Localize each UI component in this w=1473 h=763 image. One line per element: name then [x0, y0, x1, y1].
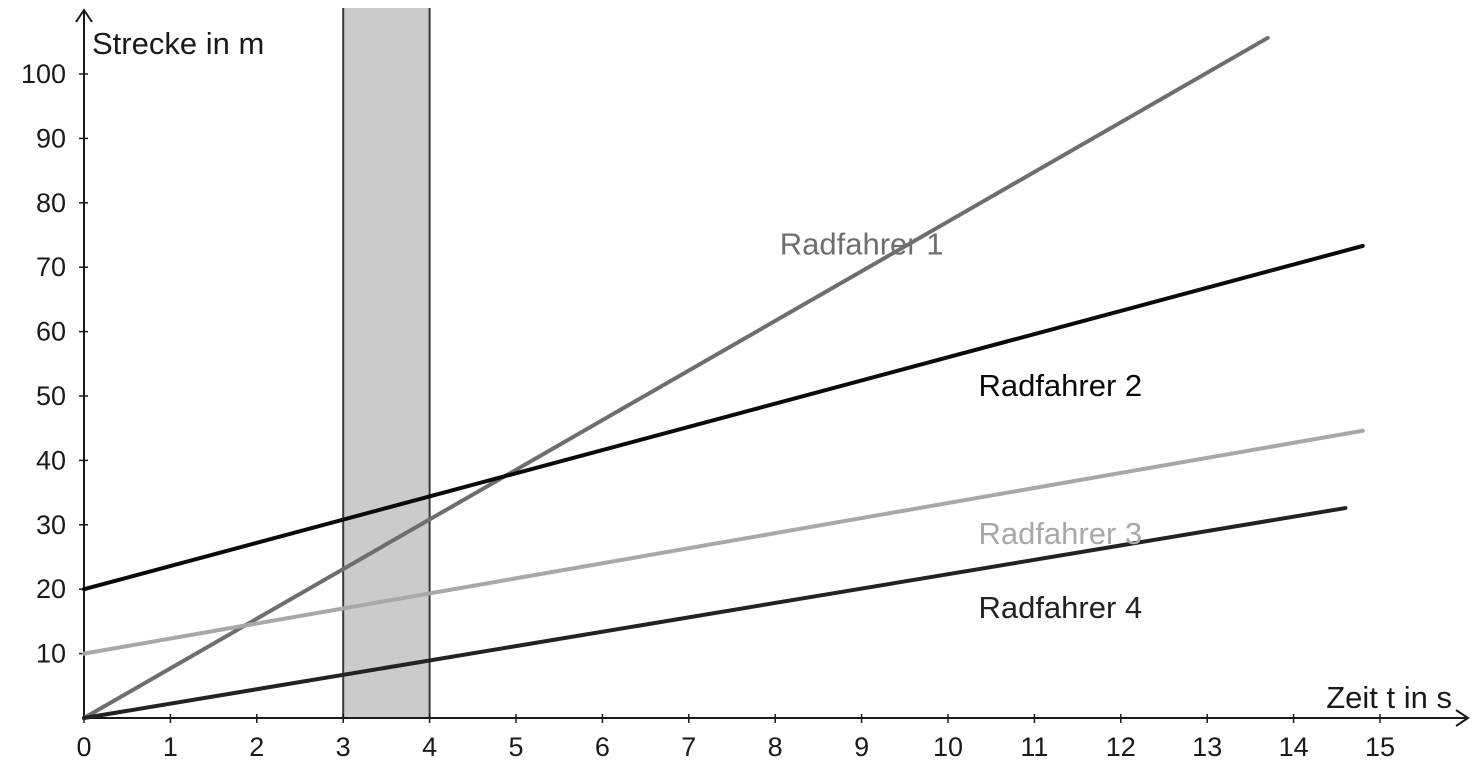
- y-tick-label: 100: [21, 59, 66, 89]
- x-tick-label: 6: [595, 732, 610, 762]
- x-tick-label: 7: [681, 732, 696, 762]
- series-label: Radfahrer 1: [780, 226, 944, 261]
- x-axis-label: Zeit t in s: [1326, 680, 1452, 715]
- highlight-band-layer: [342, 8, 431, 718]
- x-tick-label: 14: [1279, 732, 1309, 762]
- y-axis-arrow: [75, 8, 93, 23]
- series-label: Radfahrer 2: [978, 368, 1142, 403]
- y-axis-label: Strecke in m: [92, 26, 264, 61]
- x-tick-label: 12: [1106, 732, 1136, 762]
- highlight-band: [343, 8, 430, 718]
- x-tick-label: 11: [1020, 732, 1048, 762]
- x-tick-label: 4: [422, 732, 437, 762]
- labels-layer: Zeit t in s Strecke in m Radfahrer 1 Radf…: [92, 26, 1452, 715]
- x-axis-arrow: [1455, 709, 1470, 727]
- series-label: Radfahrer 4: [978, 590, 1142, 625]
- y-tick-label: 90: [36, 123, 66, 153]
- y-tick-label: 10: [36, 639, 66, 669]
- x-tick-label: 9: [854, 732, 869, 762]
- y-tick-label: 80: [36, 188, 66, 218]
- y-tick-label: 50: [36, 381, 66, 411]
- x-tick-label: 15: [1365, 732, 1395, 762]
- series-line: [82, 506, 1348, 720]
- series-line: [82, 428, 1365, 656]
- axes-layer: 0 1 2 3 4 5 6 7 8 9 10 11 12 13 14 15102030405060708090…: [21, 8, 1470, 762]
- y-tick-label: 30: [36, 510, 66, 540]
- x-tick-label: 8: [768, 732, 783, 762]
- x-tick-label: 13: [1192, 732, 1222, 762]
- y-tick-label: 60: [36, 317, 66, 347]
- x-tick-label: 5: [508, 732, 523, 762]
- x-tick-label: 0: [76, 732, 91, 762]
- series-line: [82, 35, 1270, 720]
- y-tick-label: 20: [36, 574, 66, 604]
- x-tick-label: 2: [249, 732, 264, 762]
- series-label: Radfahrer 3: [978, 516, 1142, 551]
- y-tick-label: 70: [36, 252, 66, 282]
- y-tick-label: 40: [36, 445, 66, 475]
- series-line: [82, 243, 1365, 592]
- x-tick-label: 10: [933, 732, 963, 762]
- x-tick-label: 3: [336, 732, 351, 762]
- series-layer: [82, 35, 1365, 720]
- x-tick-label: 1: [163, 732, 178, 762]
